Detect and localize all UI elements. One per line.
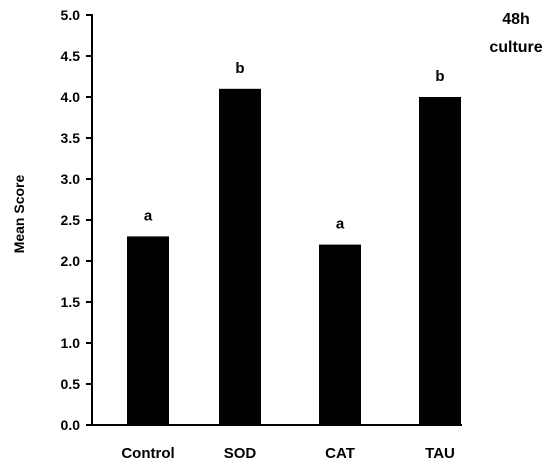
y-tick-label: 3.5 (61, 130, 81, 146)
x-tick-label: CAT (325, 445, 355, 462)
annotation-line-1: 48h (502, 11, 530, 28)
y-tick-label: 3.0 (61, 171, 81, 187)
x-axis-tick-labels: Control SOD CAT TAU (121, 445, 455, 462)
y-tick-label: 2.0 (61, 253, 81, 269)
x-tick-label: TAU (425, 445, 455, 462)
y-tick-label: 1.5 (61, 294, 81, 310)
annotation-line-2: culture (489, 39, 542, 56)
significance-labels: a b a b (144, 60, 445, 233)
y-tick-label: 4.0 (61, 89, 81, 105)
y-tick-label: 0.0 (61, 417, 81, 433)
y-tick-label: 5.0 (61, 7, 81, 23)
significance-label: b (235, 60, 244, 77)
y-tick-label: 1.0 (61, 335, 81, 351)
y-axis-title: Mean Score (11, 174, 27, 253)
y-tick-label: 2.5 (61, 212, 81, 228)
bars (127, 88, 461, 426)
significance-label: a (144, 207, 153, 224)
y-tick-label: 4.5 (61, 48, 81, 64)
bar-cat (319, 244, 361, 425)
significance-label: b (435, 68, 444, 85)
bar-control (127, 236, 169, 425)
x-tick-label: Control (121, 445, 174, 462)
bar-sod (219, 88, 261, 426)
y-tick-label: 0.5 (61, 376, 81, 392)
x-tick-label: SOD (224, 445, 257, 462)
y-axis-ticks: 0.0 0.5 1.0 1.5 2.0 2.5 3.0 3.5 4.0 4.5 5.0 (61, 7, 92, 433)
significance-label: a (336, 216, 345, 233)
bar-tau (419, 97, 461, 425)
